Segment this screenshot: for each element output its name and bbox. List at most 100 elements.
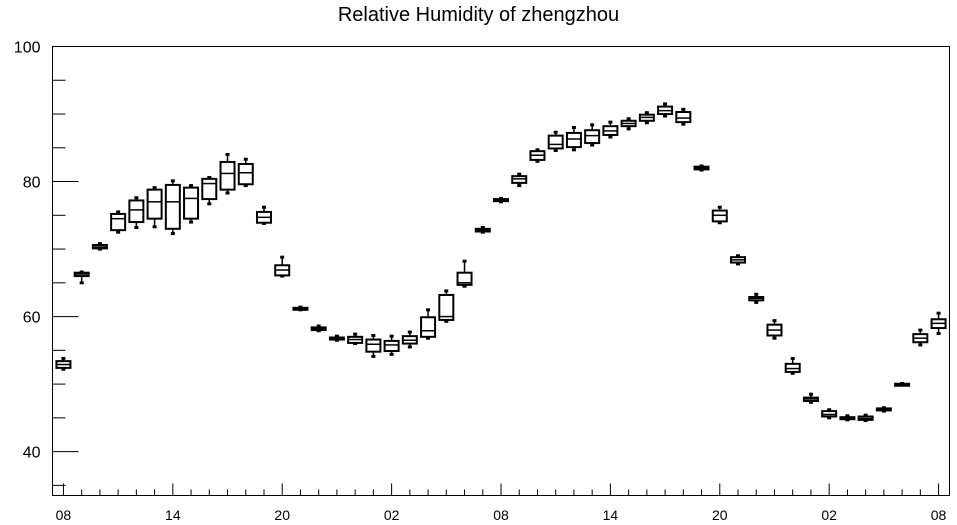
whisker-max-cap — [116, 210, 121, 214]
whisker-max-cap — [717, 205, 722, 209]
box-iqr — [383, 339, 400, 353]
whisker-min-cap — [152, 225, 157, 229]
box-8 — [201, 175, 218, 206]
box-39 — [766, 319, 783, 340]
x-tick-label: 08 — [56, 507, 72, 523]
whisker-min-cap — [134, 225, 139, 229]
box-22 — [456, 259, 473, 288]
whisker-max-cap — [845, 414, 850, 418]
whisker-max-cap — [626, 117, 631, 121]
box-iqr — [365, 338, 382, 353]
box-35 — [693, 164, 710, 172]
whisker-min-cap — [808, 400, 813, 404]
whisker-min-cap — [170, 232, 175, 236]
x-tick-label: 14 — [603, 507, 619, 523]
box-iqr — [547, 134, 564, 150]
box-iqr — [128, 199, 145, 224]
whisker-min-cap — [553, 148, 558, 152]
whisker-max-cap — [790, 356, 795, 360]
whisker-max-cap — [189, 184, 194, 188]
whisker-min-cap — [918, 343, 923, 347]
box-26 — [529, 148, 546, 163]
whisker-min-cap — [571, 148, 576, 152]
whisker-max-cap — [517, 172, 522, 176]
whisker-max-cap — [207, 175, 212, 179]
box-0 — [55, 356, 72, 371]
whisker-max-cap — [462, 259, 467, 263]
whisker-max-cap — [261, 205, 266, 209]
box-7 — [183, 184, 200, 224]
whisker-min-cap — [426, 336, 431, 340]
whisker-max-cap — [225, 153, 230, 157]
whisker-min-cap — [608, 135, 613, 139]
whisker-max-cap — [152, 186, 157, 190]
y-tick-label: 40 — [23, 445, 41, 462]
box-41 — [802, 392, 819, 404]
box-31 — [620, 117, 637, 131]
whisker-max-cap — [590, 123, 595, 127]
box-48 — [930, 311, 947, 335]
whisker-min-cap — [371, 354, 376, 358]
y-tick-label: 100 — [14, 40, 41, 57]
box-6 — [164, 179, 181, 236]
box-42 — [821, 408, 838, 420]
whisker-min-cap — [462, 284, 467, 288]
whisker-max-cap — [571, 126, 576, 130]
box-1 — [73, 270, 90, 285]
box-2 — [91, 242, 108, 251]
whisker-min-cap — [61, 367, 66, 371]
box-9 — [219, 153, 236, 195]
box-iqr — [164, 183, 181, 230]
box-44 — [857, 413, 874, 423]
whisker-max-cap — [426, 308, 431, 312]
whisker-min-cap — [79, 281, 84, 285]
whisker-max-cap — [663, 102, 668, 106]
whisker-max-cap — [480, 225, 485, 229]
whisker-max-cap — [681, 107, 686, 111]
whisker-min-cap — [116, 230, 121, 234]
box-47 — [912, 328, 929, 347]
whisker-max-cap — [863, 413, 868, 417]
box-38 — [748, 292, 765, 304]
whisker-min-cap — [736, 262, 741, 266]
whisker-min-cap — [754, 300, 759, 304]
whisker-max-cap — [936, 311, 941, 315]
box-iqr — [201, 177, 218, 201]
whisker-max-cap — [316, 324, 321, 328]
box-iqr — [219, 160, 236, 191]
whisker-min-cap — [207, 202, 212, 206]
box-iqr — [237, 162, 254, 186]
plot-frame — [52, 46, 950, 496]
x-tick-label: 08 — [493, 507, 509, 523]
whisker-min-cap — [590, 143, 595, 147]
box-iqr — [183, 186, 200, 220]
whisker-max-cap — [334, 334, 339, 338]
whisker-min-cap — [189, 220, 194, 224]
whisker-max-cap — [371, 333, 376, 337]
box-17 — [365, 333, 382, 358]
whisker-min-cap — [444, 319, 449, 323]
whisker-max-cap — [918, 328, 923, 332]
box-iqr — [420, 316, 437, 338]
box-5 — [146, 186, 163, 229]
whisker-max-cap — [827, 408, 832, 412]
x-tick-label: 14 — [165, 507, 181, 523]
whisker-min-cap — [790, 371, 795, 375]
box-37 — [730, 254, 747, 266]
whisker-min-cap — [535, 159, 540, 163]
box-4 — [128, 196, 145, 229]
x-tick-label: 20 — [274, 507, 290, 523]
box-43 — [839, 414, 856, 422]
box-iqr — [438, 293, 455, 321]
y-tick-label: 80 — [23, 175, 41, 192]
box-iqr — [565, 131, 582, 149]
box-iqr — [456, 271, 473, 286]
whisker-min-cap — [517, 184, 522, 188]
box-20 — [420, 308, 437, 340]
whisker-max-cap — [407, 330, 412, 334]
box-34 — [675, 107, 692, 126]
y-tick-label: 60 — [23, 310, 41, 327]
box-iqr — [146, 188, 163, 220]
whisker-min-cap — [772, 336, 777, 340]
